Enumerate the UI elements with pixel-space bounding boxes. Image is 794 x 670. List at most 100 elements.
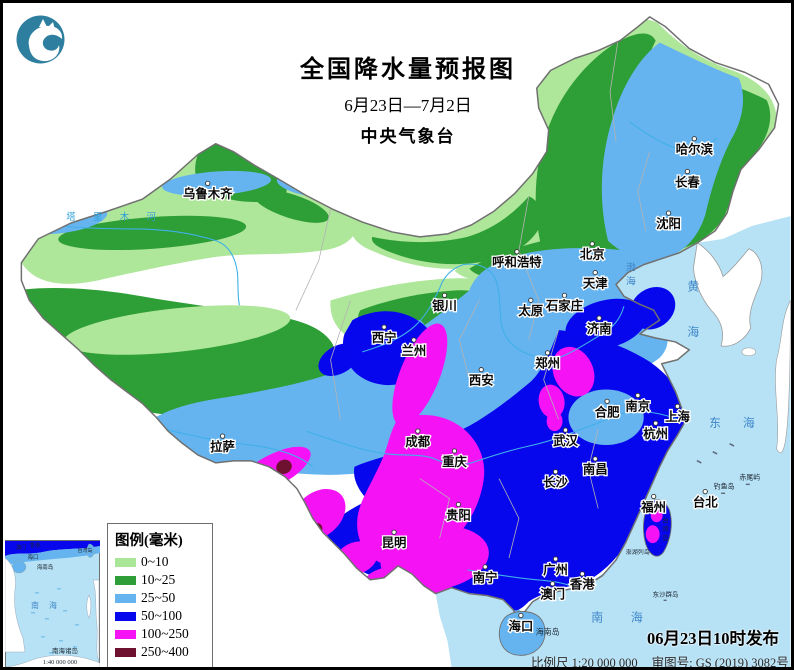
city-marker xyxy=(562,427,569,433)
city-marker xyxy=(518,612,524,619)
geo-label: 海 xyxy=(687,325,699,339)
offshore-island-marks xyxy=(663,443,750,601)
inset-label: 海南岛 xyxy=(37,563,54,571)
city-label: 呼和浩特 xyxy=(492,255,542,270)
geo-label: 黄 xyxy=(687,279,699,293)
inset-coast-lightblue-band xyxy=(5,546,100,565)
city-label: 澳门 xyxy=(540,587,565,602)
geo-label: 东沙群岛 xyxy=(653,590,679,599)
city-marker xyxy=(514,249,520,255)
inset-label: 澳门 xyxy=(16,544,26,551)
geo-label: 台 xyxy=(662,515,668,524)
city: 天津 xyxy=(582,269,609,292)
geo-label: 岛 xyxy=(662,533,668,542)
city-marker xyxy=(653,420,659,426)
city-label: 沈阳 xyxy=(656,216,681,231)
map-approval-number: 审图号: GS (2019) 3082号 xyxy=(651,656,789,670)
city: 南昌 xyxy=(582,456,609,478)
city-label: 武汉 xyxy=(553,433,578,448)
logo-horn xyxy=(39,19,55,30)
korea-landmass xyxy=(692,242,763,347)
inset-island-dots xyxy=(31,588,79,654)
city-marker xyxy=(674,403,681,409)
city-marker xyxy=(415,428,421,434)
city-marker xyxy=(545,350,551,356)
legend-swatch xyxy=(115,611,136,621)
city-label: 台北 xyxy=(693,494,718,509)
geo-label: 河 xyxy=(147,211,157,223)
city-marker xyxy=(651,493,657,500)
city: 广州 xyxy=(542,556,569,578)
city: 呼和浩特 xyxy=(491,249,544,271)
city: 兰州 xyxy=(400,337,428,359)
inset-hainan xyxy=(11,560,27,574)
city-label: 西宁 xyxy=(372,330,397,345)
geo-label: 东 xyxy=(709,416,721,430)
city: 乌鲁木齐 xyxy=(182,180,234,203)
legend-label: 10~25 xyxy=(141,572,176,587)
city-marker xyxy=(702,488,708,495)
city: 台北 xyxy=(692,488,719,511)
legend: 图例(毫米) 0~10 10~25 25~50 50~100 100~250 250~40… xyxy=(107,523,213,667)
city-marker xyxy=(411,337,417,343)
city: 杭州 xyxy=(642,420,669,442)
geo-label: 钓鱼岛 xyxy=(714,482,735,491)
city: 澳门 xyxy=(539,581,566,603)
city-marker xyxy=(596,315,602,321)
city-marker xyxy=(441,292,448,298)
city-label: 石家庄 xyxy=(545,298,584,313)
city-label: 贵阳 xyxy=(446,507,471,522)
sea xyxy=(435,216,791,667)
city-label: 福州 xyxy=(640,499,666,514)
inset-taiwan xyxy=(86,543,95,558)
city-label: 南京 xyxy=(625,398,650,413)
jeju-island xyxy=(741,347,757,357)
city-label: 南宁 xyxy=(473,570,498,585)
city: 沈阳 xyxy=(655,210,682,232)
legend-item: 50~100 xyxy=(115,607,205,625)
city-label: 西安 xyxy=(469,373,494,388)
city-marker xyxy=(381,324,387,330)
city-label: 郑州 xyxy=(535,356,560,371)
city-marker xyxy=(592,269,598,276)
legend-label: 0~10 xyxy=(141,554,169,569)
inset-label: 台湾岛 xyxy=(77,547,92,554)
legend-title: 图例(毫米) xyxy=(115,533,183,549)
geo-label: 赤尾屿 xyxy=(739,473,760,482)
city-label: 长沙 xyxy=(543,475,568,490)
city-marker xyxy=(684,168,691,175)
city-marker xyxy=(451,448,458,454)
geo-label: 湾 xyxy=(662,524,669,533)
city-label: 成都 xyxy=(405,434,430,449)
city: 拉萨 xyxy=(209,433,236,455)
city-label: 天津 xyxy=(583,275,608,290)
city-marker xyxy=(592,456,598,462)
inset-philippines xyxy=(86,579,100,663)
legend-item: 25~50 xyxy=(115,589,205,607)
city-label: 香港 xyxy=(569,577,595,592)
inset-label: 1:40 000 000 xyxy=(43,659,77,666)
city: 成都 xyxy=(404,428,432,450)
inset-label: 香港 xyxy=(30,542,40,549)
release-timestamp: 06月23日10时发布 xyxy=(647,629,779,648)
geo-label: 木 xyxy=(120,211,130,223)
city: 北京 xyxy=(579,241,606,263)
city: 昆明 xyxy=(380,529,408,551)
city: 长沙 xyxy=(542,469,570,491)
city-label: 昆明 xyxy=(382,535,407,550)
hainan-island xyxy=(498,611,546,656)
city: 太原 xyxy=(517,297,544,319)
legend-swatch xyxy=(115,575,136,585)
city: 长春 xyxy=(674,168,702,191)
legend-label: 50~100 xyxy=(141,608,183,623)
geo-label: 渤 xyxy=(626,261,636,274)
city: 济南 xyxy=(586,315,613,337)
legend-rows: 0~10 10~25 25~50 50~100 100~250 250~400 xyxy=(115,553,205,661)
city: 西宁 xyxy=(370,324,398,346)
legend-swatch xyxy=(115,647,136,657)
legend-item: 100~250 xyxy=(115,625,205,643)
